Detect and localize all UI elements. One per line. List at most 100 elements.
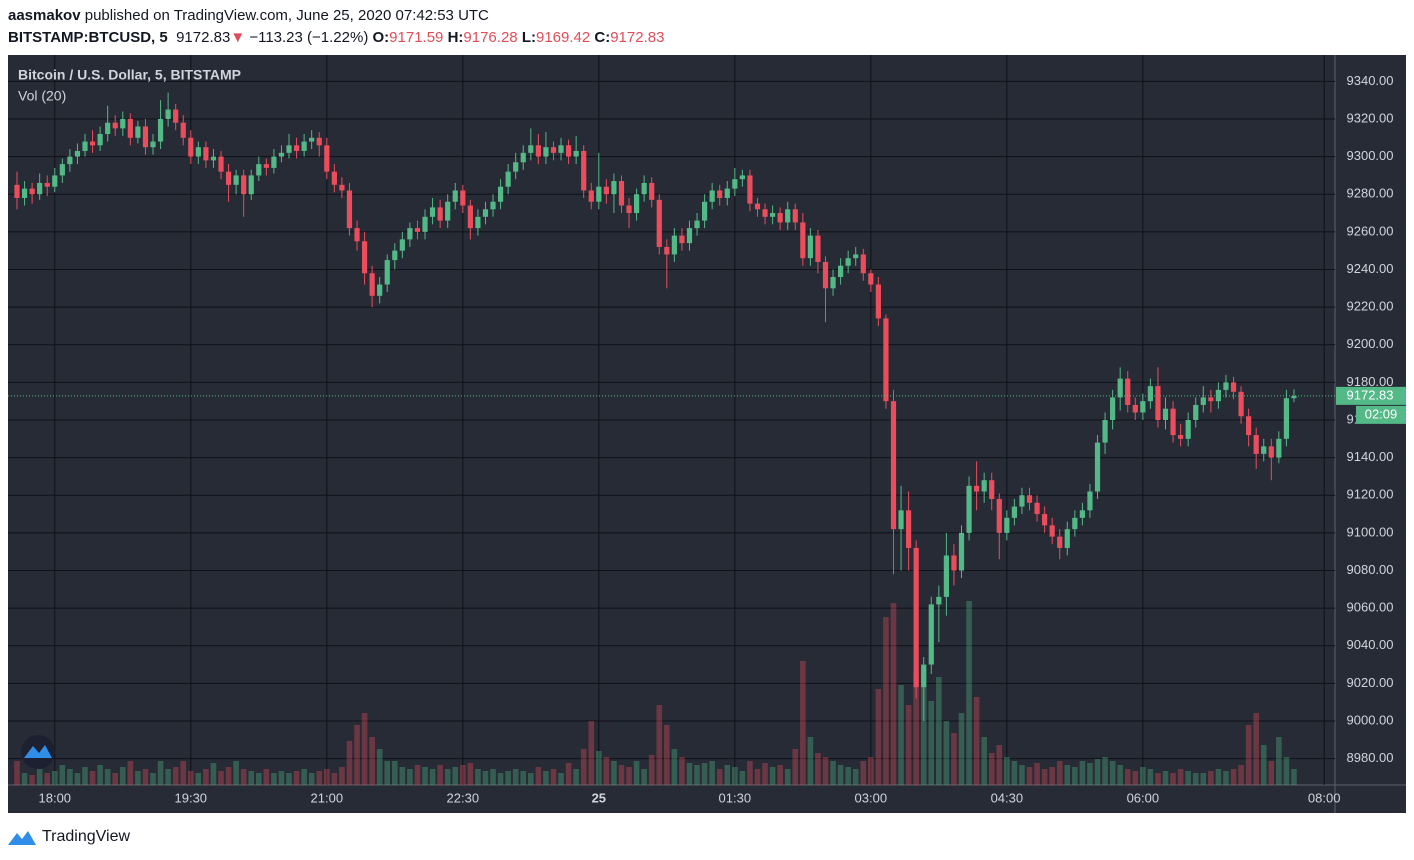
- candle-body: [739, 175, 745, 180]
- y-tick-label: 9260.00: [1347, 223, 1394, 238]
- publish-line: aasmakov published on TradingView.com, J…: [8, 7, 489, 24]
- candle-body: [838, 265, 844, 278]
- candle-body: [1283, 398, 1290, 439]
- y-tick-label: 9300.00: [1347, 148, 1394, 163]
- volume-bar: [868, 757, 874, 785]
- volume-bar: [1155, 773, 1161, 785]
- volume-bar: [807, 737, 814, 785]
- candle-body: [649, 182, 655, 200]
- volume-bar: [1147, 769, 1154, 785]
- candle-body: [603, 186, 609, 195]
- volume-bar: [1117, 765, 1123, 785]
- volume-bar: [988, 753, 995, 785]
- volume-bar: [739, 771, 746, 785]
- candle-body: [127, 118, 133, 138]
- candle-body: [596, 186, 602, 202]
- volume-bar: [913, 673, 919, 785]
- volume-bar: [444, 769, 451, 785]
- candle-body: [913, 547, 919, 688]
- volume-bar: [784, 769, 791, 785]
- candle-body: [475, 216, 481, 229]
- volume-bar: [656, 705, 663, 785]
- volume-bar: [762, 763, 768, 785]
- volume-bar: [497, 773, 504, 785]
- footer-brand: TradingView: [42, 828, 130, 845]
- o-label: O:: [372, 29, 390, 46]
- x-tick-label: 03:00: [855, 790, 888, 805]
- candle-body: [1215, 389, 1222, 402]
- volume-bar: [1109, 761, 1116, 785]
- volume-bar: [195, 773, 202, 785]
- volume-bar: [233, 761, 239, 785]
- candle-body: [1185, 420, 1191, 439]
- volume-bar: [1064, 765, 1071, 785]
- volume-bar: [1215, 769, 1222, 785]
- candle-body: [513, 162, 519, 172]
- volume-bar: [376, 749, 383, 785]
- volume-bar: [44, 773, 51, 785]
- volume-bar: [316, 771, 323, 785]
- candle-body: [407, 228, 413, 240]
- candle-body: [248, 175, 254, 195]
- candle-body: [807, 235, 813, 259]
- candle-body: [898, 510, 904, 530]
- candle-body: [460, 190, 466, 206]
- volume-bar: [490, 769, 496, 785]
- volume-bar: [830, 761, 836, 785]
- volume-bar: [769, 767, 776, 785]
- candle-body: [256, 164, 262, 176]
- volume-bar: [845, 767, 851, 785]
- x-tick-label: 25: [592, 790, 606, 805]
- volume-bar: [905, 705, 912, 785]
- volume-bar: [565, 763, 572, 785]
- y-tick-label: 9320.00: [1347, 110, 1394, 125]
- candle-body: [233, 175, 239, 185]
- candle-body: [1034, 502, 1040, 515]
- volume-bar: [966, 601, 972, 785]
- candle-body: [747, 175, 753, 204]
- volume-bar: [323, 769, 330, 785]
- candle-body: [1125, 378, 1131, 405]
- volume-bar: [1200, 773, 1207, 785]
- candle-body: [120, 118, 126, 129]
- candle-body: [29, 188, 35, 195]
- candle-body: [301, 141, 307, 151]
- candle-body: [732, 179, 738, 189]
- volume-bar: [399, 767, 406, 785]
- volume-bar: [127, 761, 134, 785]
- volume-bar: [354, 725, 360, 785]
- symbol-line: BITSTAMP:BTCUSD, 5 9172.83▼ −113.23 (−1.…: [8, 29, 664, 46]
- volume-bar: [1079, 761, 1086, 785]
- volume-bar: [618, 765, 625, 785]
- volume-bar: [701, 763, 708, 785]
- volume-bar: [187, 771, 194, 785]
- volume-bar: [1253, 713, 1259, 785]
- symbol: BITSTAMP:BTCUSD, 5: [8, 29, 168, 46]
- candle-body: [14, 184, 20, 198]
- candle-body: [1268, 446, 1274, 458]
- volume-bar: [928, 701, 935, 785]
- volume-bar: [248, 771, 255, 785]
- candle-body: [717, 190, 723, 198]
- candle-body: [82, 141, 88, 151]
- o-value: 9171.59: [389, 29, 444, 46]
- volume-bar: [225, 767, 232, 785]
- volume-bar: [792, 749, 799, 785]
- candle-body: [89, 141, 96, 146]
- candle-body: [309, 137, 315, 142]
- volume-bar: [1260, 745, 1267, 785]
- candle-body: [754, 203, 761, 210]
- chart-title: Bitcoin / U.S. Dollar, 5, BITSTAMP: [18, 67, 241, 83]
- volume-title: Vol (20): [18, 88, 66, 104]
- volume-bar: [460, 765, 466, 785]
- volume-bar: [611, 761, 617, 785]
- candle-body: [1162, 408, 1169, 420]
- candle-body: [165, 109, 171, 119]
- candle-body: [543, 147, 549, 157]
- volume-bar: [815, 753, 821, 785]
- candle-body: [943, 555, 949, 597]
- candles: [14, 92, 1297, 722]
- volume-bar: [860, 761, 867, 785]
- volume-bar: [777, 765, 783, 785]
